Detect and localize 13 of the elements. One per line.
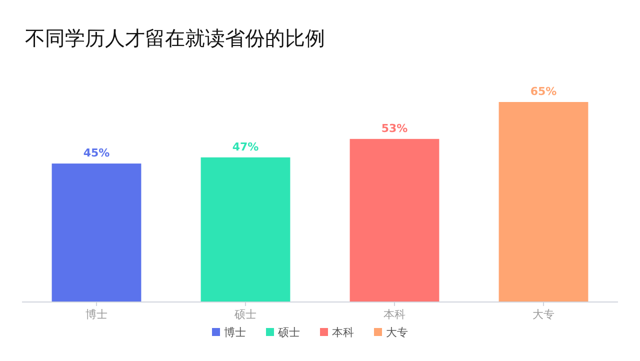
legend-label: 本科 bbox=[332, 326, 354, 339]
data-label: 65% bbox=[530, 85, 557, 98]
x-tick-label: 硕士 bbox=[234, 308, 256, 321]
legend-label: 硕士 bbox=[277, 326, 300, 339]
x-tick-label: 大专 bbox=[532, 308, 554, 321]
x-tick-label: 博士 bbox=[86, 308, 108, 321]
data-label: 53% bbox=[381, 122, 408, 135]
chart-title: 不同学历人才留在就读省份的比例 bbox=[25, 26, 325, 50]
legend-label: 大专 bbox=[386, 326, 408, 339]
data-label: 47% bbox=[232, 140, 259, 154]
data-label: 45% bbox=[83, 146, 110, 160]
legend-label: 博士 bbox=[224, 326, 246, 339]
x-tick-label: 本科 bbox=[384, 308, 406, 321]
